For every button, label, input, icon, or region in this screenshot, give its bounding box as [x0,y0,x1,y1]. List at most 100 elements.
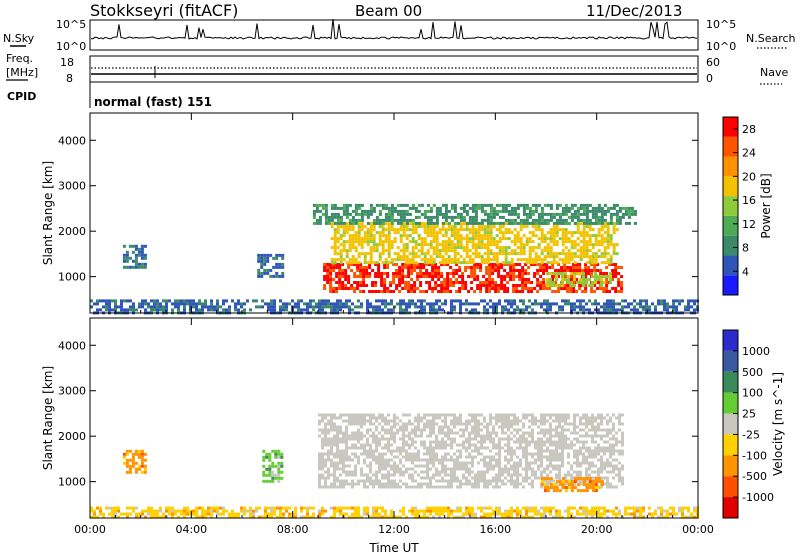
heatmap-cell [531,452,534,456]
heatmap-cell [566,269,570,272]
heatmap-cell [456,234,460,238]
heatmap-cell [474,428,477,432]
heatmap-cell [336,437,339,441]
heatmap-cell [276,515,279,519]
heatmap-cell [128,467,132,471]
heatmap-cell [555,443,558,447]
heatmap-cell [492,476,495,480]
heatmap-cell [495,221,499,225]
heatmap-cell [402,218,406,222]
heatmap-cell [588,218,592,222]
heatmap-cell [277,461,281,465]
heatmap-cell [411,246,415,250]
heatmap-cell [428,287,432,290]
heatmap-cell [605,281,609,284]
heatmap-cell [342,234,346,238]
heatmap-cell [396,482,399,486]
heatmap-cell [579,278,582,282]
heatmap-cell [140,461,144,465]
heatmap-cell [294,302,297,306]
nave-label: Nave [760,66,788,79]
heatmap-cell [265,452,269,456]
heatmap-cell [414,440,417,444]
heatmap-cell [518,269,522,272]
heatmap-cell [417,416,420,420]
heatmap-cell [330,203,334,207]
heatmap-cell [576,455,579,459]
heatmap-cell [549,483,553,487]
heatmap-cell [258,305,261,309]
heatmap-cell [210,302,213,306]
heatmap-cell [507,419,510,423]
heatmap-cell [528,452,531,456]
heatmap-cell [420,440,423,444]
heatmap-cell [402,440,405,444]
heatmap-cell [429,446,432,450]
heatmap-cell [594,449,597,453]
heatmap-cell [408,419,411,423]
heatmap-cell [309,302,312,306]
heatmap-cell [204,302,207,306]
heatmap-cell [134,265,138,269]
heatmap-cell [348,240,352,244]
heatmap-cell [339,302,342,306]
heatmap-cell [540,446,543,450]
heatmap-cell [492,437,495,441]
heatmap-cell [594,299,597,303]
heatmap-cell [405,440,408,444]
heatmap-cell [615,212,619,216]
heatmap-cell [534,246,538,250]
heatmap-cell [438,231,442,235]
colorbar-swatch [723,275,738,295]
heatmap-cell [147,302,150,306]
heatmap-cell [411,218,415,222]
heatmap-cell [443,287,447,290]
heatmap-cell [369,455,372,459]
heatmap-cell [420,416,423,420]
heatmap-cell [549,212,553,216]
heatmap-cell [522,467,525,471]
heatmap-cell [423,255,427,259]
heatmap-cell [137,265,141,269]
heatmap-cell [540,449,543,453]
heatmap-cell [584,284,588,287]
heatmap-cell [573,437,576,441]
heatmap-cell [519,458,522,462]
heatmap-cell [90,506,93,510]
heatmap-cell [464,269,468,272]
power-y-axis-label: Slant Range [km] [41,161,55,265]
heatmap-cell [165,299,168,303]
heatmap-cell [447,249,451,253]
heatmap-cell [351,246,355,250]
heatmap-cell [516,455,519,459]
heatmap-cell [546,203,550,207]
heatmap-cell [558,258,562,262]
heatmap-cell [675,308,678,312]
heatmap-cell [353,287,357,290]
heatmap-cell [324,476,327,480]
heatmap-cell [591,206,595,210]
heatmap-cell [357,437,360,441]
heatmap-cell [90,509,93,513]
heatmap-cell [552,467,555,471]
heatmap-cell [393,461,396,465]
heatmap-cell [375,443,378,447]
heatmap-cell [612,443,615,447]
heatmap-cell [125,470,129,474]
heatmap-cell [582,252,586,256]
heatmap-cell [495,422,498,426]
heatmap-cell [339,440,342,444]
heatmap-cell [339,485,342,489]
heatmap-cell [480,446,483,450]
heatmap-cell [348,470,351,474]
heatmap-cell [549,425,552,429]
heatmap-cell [549,302,552,306]
heatmap-cell [522,446,525,450]
heatmap-cell [90,515,93,519]
freq-label-line2: [MHz] [6,66,38,79]
heatmap-cell [362,281,366,284]
heatmap-cell [609,234,613,238]
heatmap-cell [527,281,531,284]
heatmap-cell [372,225,376,229]
heatmap-cell [543,434,546,438]
